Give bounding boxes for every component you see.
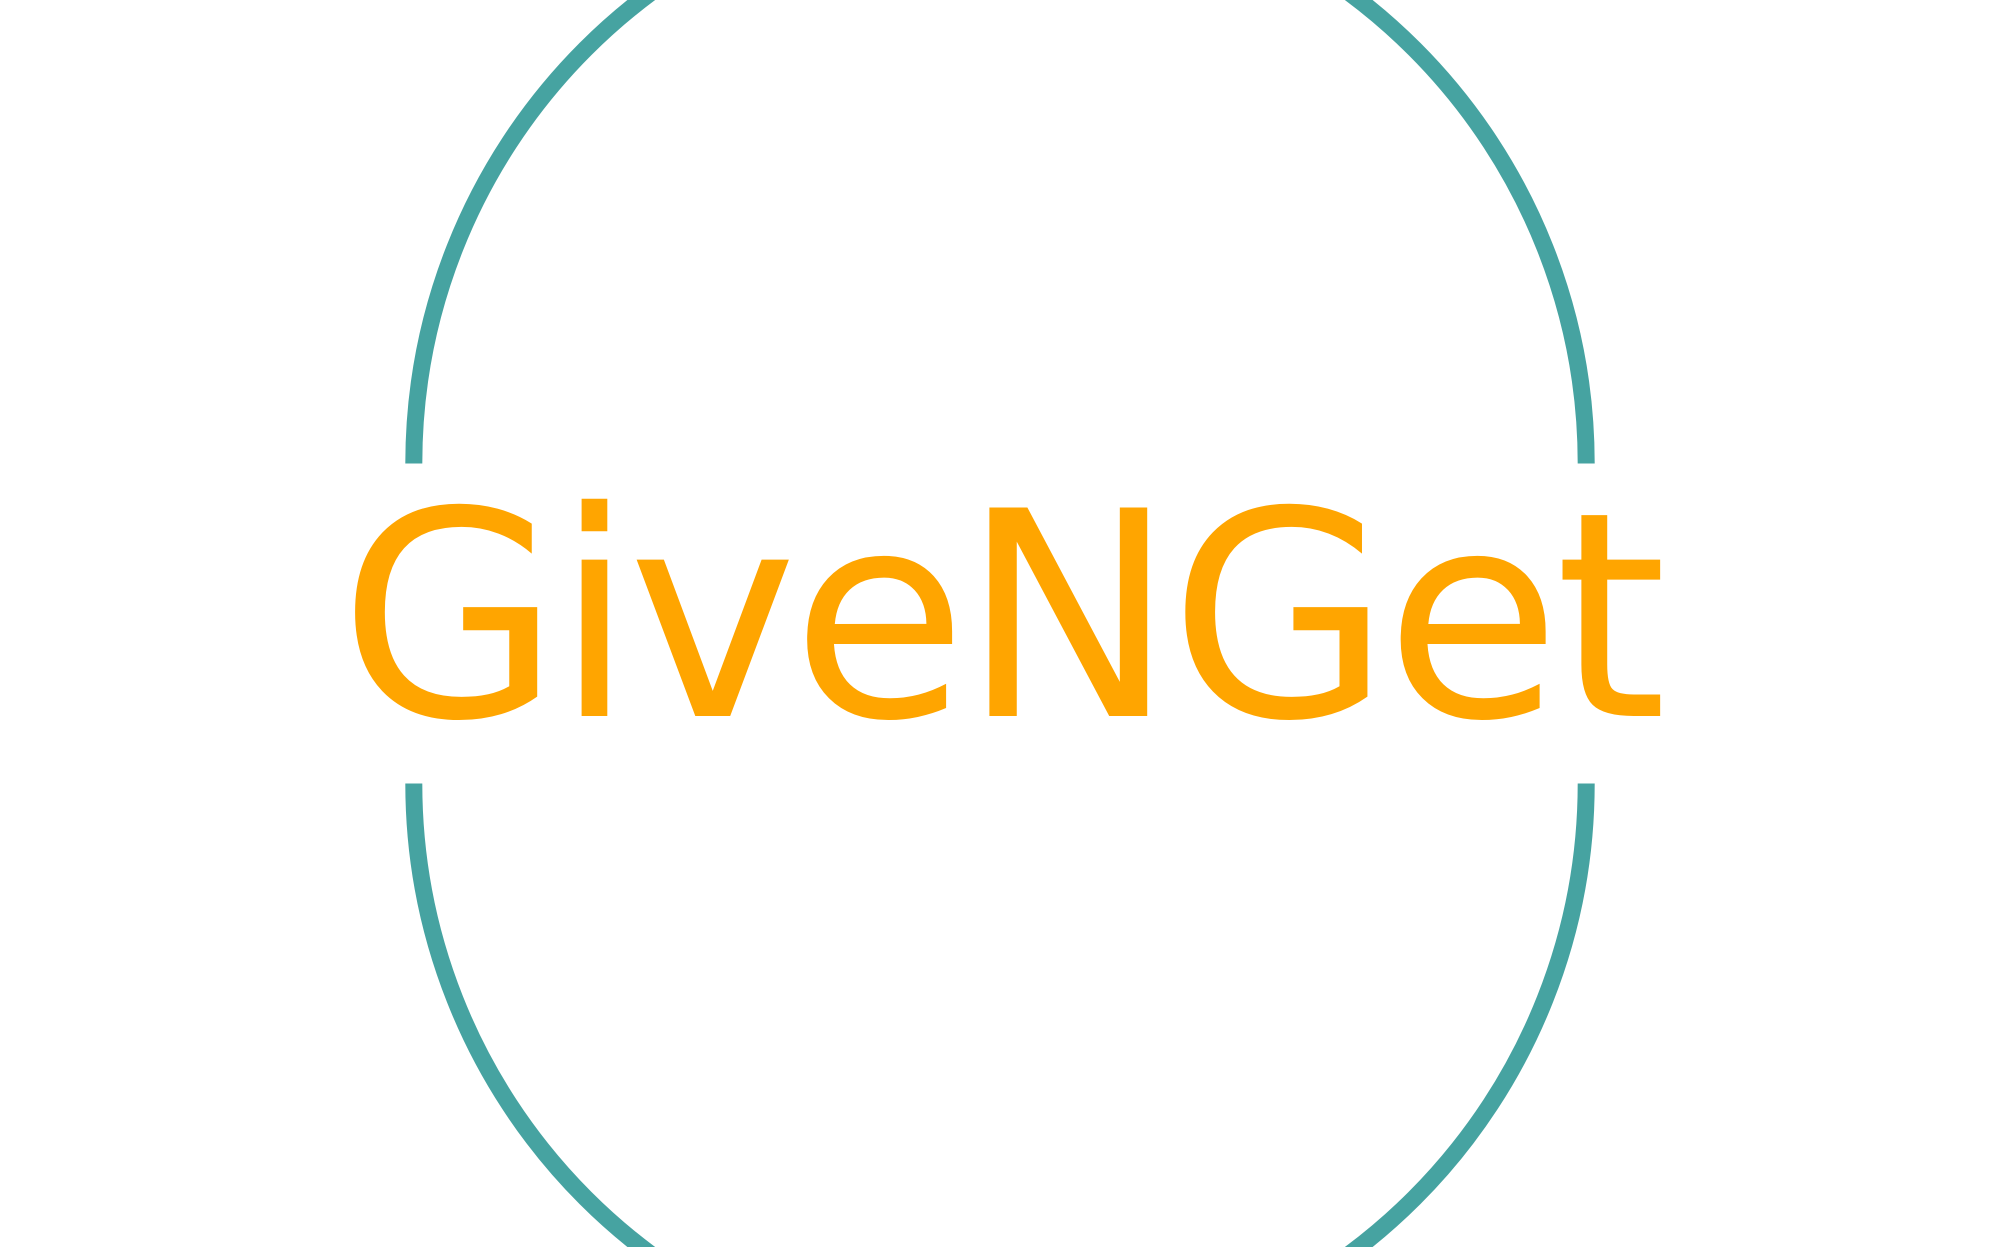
circle-ring-bottom-arc (405, 783, 1595, 1247)
brand-wordmark: GiveNGet (339, 452, 1667, 784)
circle-ring-top-arc (405, 0, 1595, 464)
